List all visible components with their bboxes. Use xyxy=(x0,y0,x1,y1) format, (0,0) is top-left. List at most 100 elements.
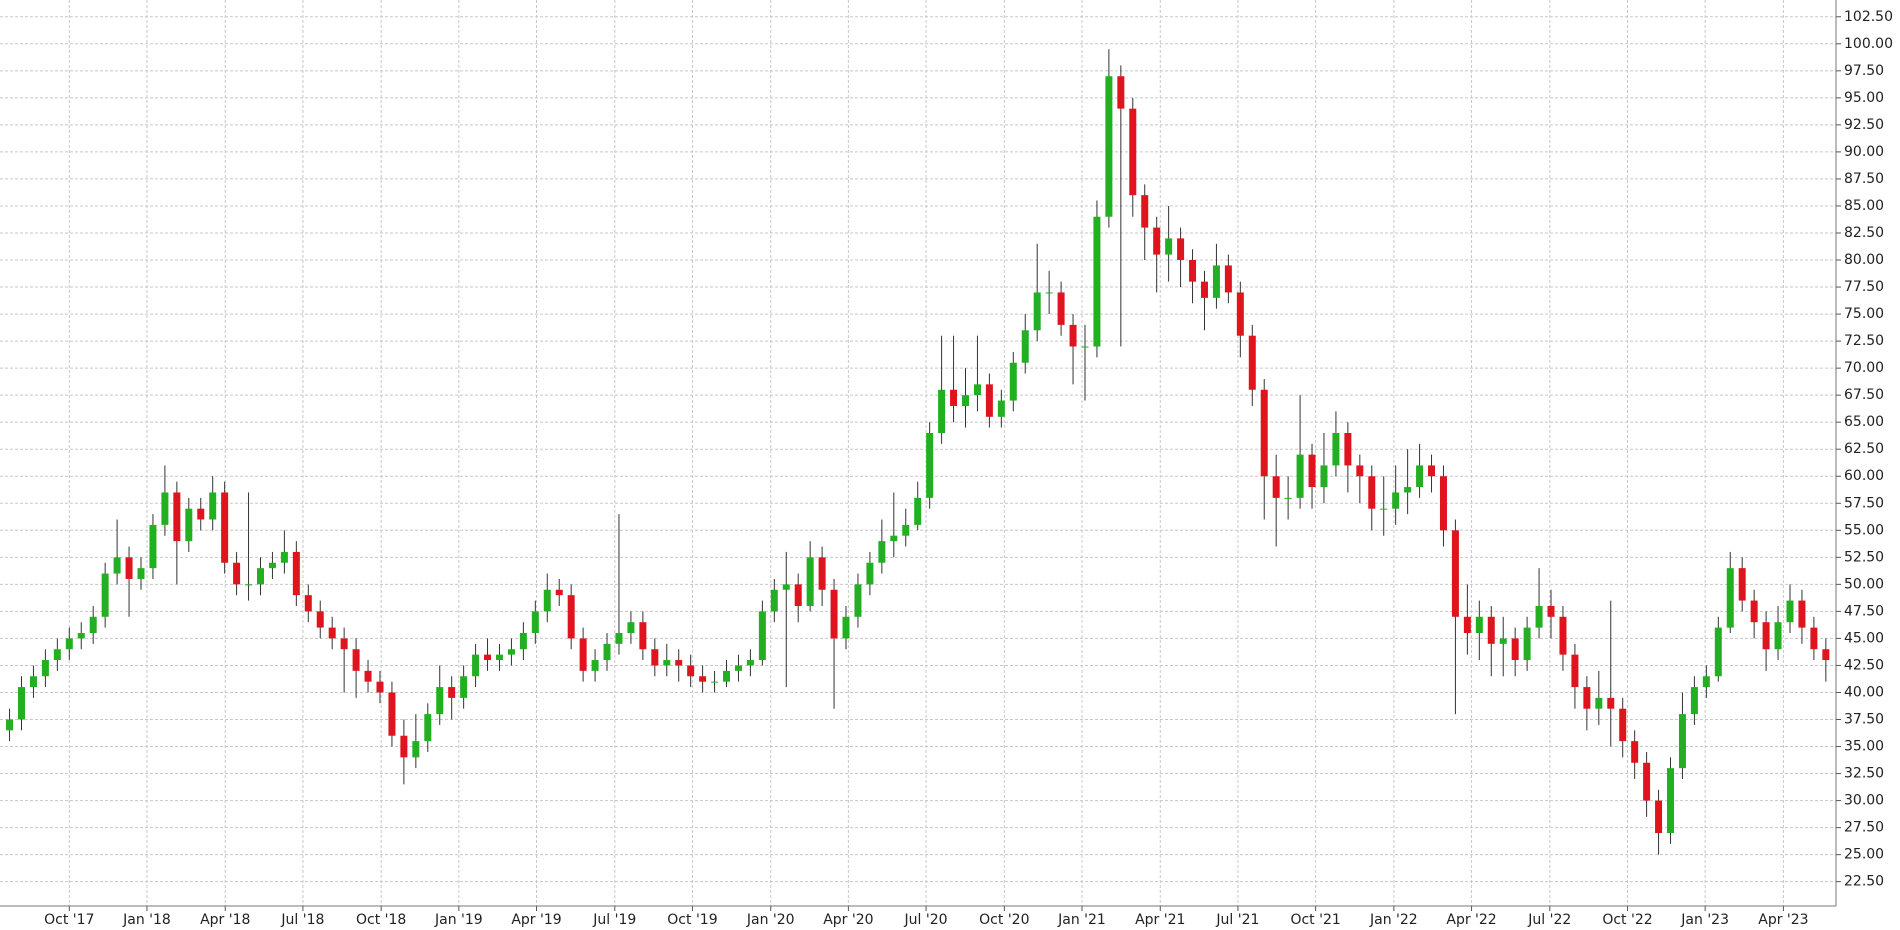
candle-body xyxy=(1308,454,1316,488)
candle-body xyxy=(651,649,659,666)
candle-body xyxy=(1356,465,1364,477)
candle-body xyxy=(1714,627,1722,677)
candle-body xyxy=(1762,622,1770,650)
candle-body xyxy=(292,551,300,596)
candle-body xyxy=(1416,465,1424,488)
x-tick-label: Apr '23 xyxy=(1758,912,1808,928)
candle-body xyxy=(376,681,384,693)
candle-body xyxy=(1690,687,1698,715)
candle-body xyxy=(1726,568,1734,628)
candle-body xyxy=(818,557,826,590)
y-tick-label: 32.50 xyxy=(1844,766,1884,782)
candle-body xyxy=(615,633,623,644)
y-tick-label: 62.50 xyxy=(1844,441,1884,457)
candle-body xyxy=(543,589,551,612)
candle-body xyxy=(328,627,336,639)
candle-body xyxy=(1045,292,1053,294)
candle-body xyxy=(484,654,492,661)
y-tick-label: 95.00 xyxy=(1844,90,1884,106)
candle-body xyxy=(1392,492,1400,509)
candle-body xyxy=(746,660,754,666)
candle-body xyxy=(902,524,910,536)
y-tick-label: 90.00 xyxy=(1844,144,1884,160)
candle-body xyxy=(830,589,838,639)
candle-body xyxy=(125,557,133,579)
candle-body xyxy=(734,665,742,671)
x-tick-label: Jan '22 xyxy=(1369,912,1418,928)
candle-body xyxy=(65,638,73,650)
y-tick-label: 102.50 xyxy=(1844,9,1893,25)
candle-body xyxy=(567,595,575,639)
candle-body xyxy=(1667,768,1675,834)
y-tick-label: 27.50 xyxy=(1844,820,1884,836)
x-tick-label: Jul '19 xyxy=(592,912,636,928)
candle-body xyxy=(448,687,456,698)
candle-body xyxy=(1236,292,1244,336)
candle-body xyxy=(926,432,934,498)
candle-body xyxy=(1081,346,1089,348)
candle-body xyxy=(687,665,695,677)
x-tick-label: Oct '22 xyxy=(1602,912,1652,928)
candle-body xyxy=(436,687,444,715)
x-tick-label: Jan '20 xyxy=(746,912,795,928)
candle-body xyxy=(1439,476,1447,531)
y-tick-label: 100.00 xyxy=(1844,36,1893,52)
y-tick-label: 50.00 xyxy=(1844,576,1884,592)
candle-body xyxy=(1451,530,1459,617)
candle-body xyxy=(29,676,37,688)
candle-body xyxy=(1248,335,1256,390)
candle-body xyxy=(1607,697,1615,709)
candle-body xyxy=(1571,654,1579,688)
candle-body xyxy=(221,492,229,563)
candle-body xyxy=(1547,605,1555,617)
candle-body xyxy=(1487,616,1495,644)
candle-body xyxy=(1678,714,1686,769)
candle-body xyxy=(579,638,587,671)
candle-body xyxy=(1798,600,1806,628)
candle-body xyxy=(256,568,264,585)
candle-body xyxy=(890,535,898,542)
y-tick-label: 25.00 xyxy=(1844,847,1884,863)
x-tick-label: Oct '18 xyxy=(356,912,406,928)
candle-body xyxy=(1069,324,1077,347)
x-tick-label: Apr '21 xyxy=(1135,912,1185,928)
candle-body xyxy=(18,687,26,720)
y-tick-label: 37.50 xyxy=(1844,712,1884,728)
candle-body xyxy=(1224,265,1232,293)
candle-body xyxy=(89,616,97,634)
candle-body xyxy=(1786,600,1794,623)
candle-body xyxy=(424,714,432,742)
candle-body xyxy=(1344,432,1352,466)
candle-body xyxy=(1200,281,1208,298)
candle-body xyxy=(1822,649,1830,661)
candle-body xyxy=(1057,292,1065,325)
x-tick-label: Apr '19 xyxy=(511,912,561,928)
candle-body xyxy=(316,611,324,628)
candle-body xyxy=(997,400,1005,417)
y-tick-label: 52.50 xyxy=(1844,549,1884,565)
candle-body xyxy=(1631,741,1639,763)
candle-body xyxy=(1129,108,1137,196)
candle-body xyxy=(388,692,396,736)
candle-body xyxy=(758,611,766,661)
x-tick-label: Jan '19 xyxy=(434,912,483,928)
candle-body xyxy=(878,541,886,563)
candle-body xyxy=(1033,292,1041,331)
candle-body xyxy=(495,654,503,661)
candle-body xyxy=(627,622,635,634)
candle-body xyxy=(1643,762,1651,801)
candle-body xyxy=(1475,616,1483,634)
candle-body xyxy=(973,384,981,396)
candle-body xyxy=(1559,616,1567,655)
x-tick-label: Apr '22 xyxy=(1446,912,1496,928)
y-tick-label: 92.50 xyxy=(1844,117,1884,133)
y-tick-label: 45.00 xyxy=(1844,630,1884,646)
candle-body xyxy=(161,492,169,525)
y-tick-label: 47.50 xyxy=(1844,603,1884,619)
x-tick-label: Oct '21 xyxy=(1290,912,1340,928)
y-tick-label: 85.00 xyxy=(1844,198,1884,214)
candle-body xyxy=(1463,616,1471,634)
candle-body xyxy=(233,562,241,585)
candle-body xyxy=(1738,568,1746,601)
candle-body xyxy=(1332,432,1340,466)
